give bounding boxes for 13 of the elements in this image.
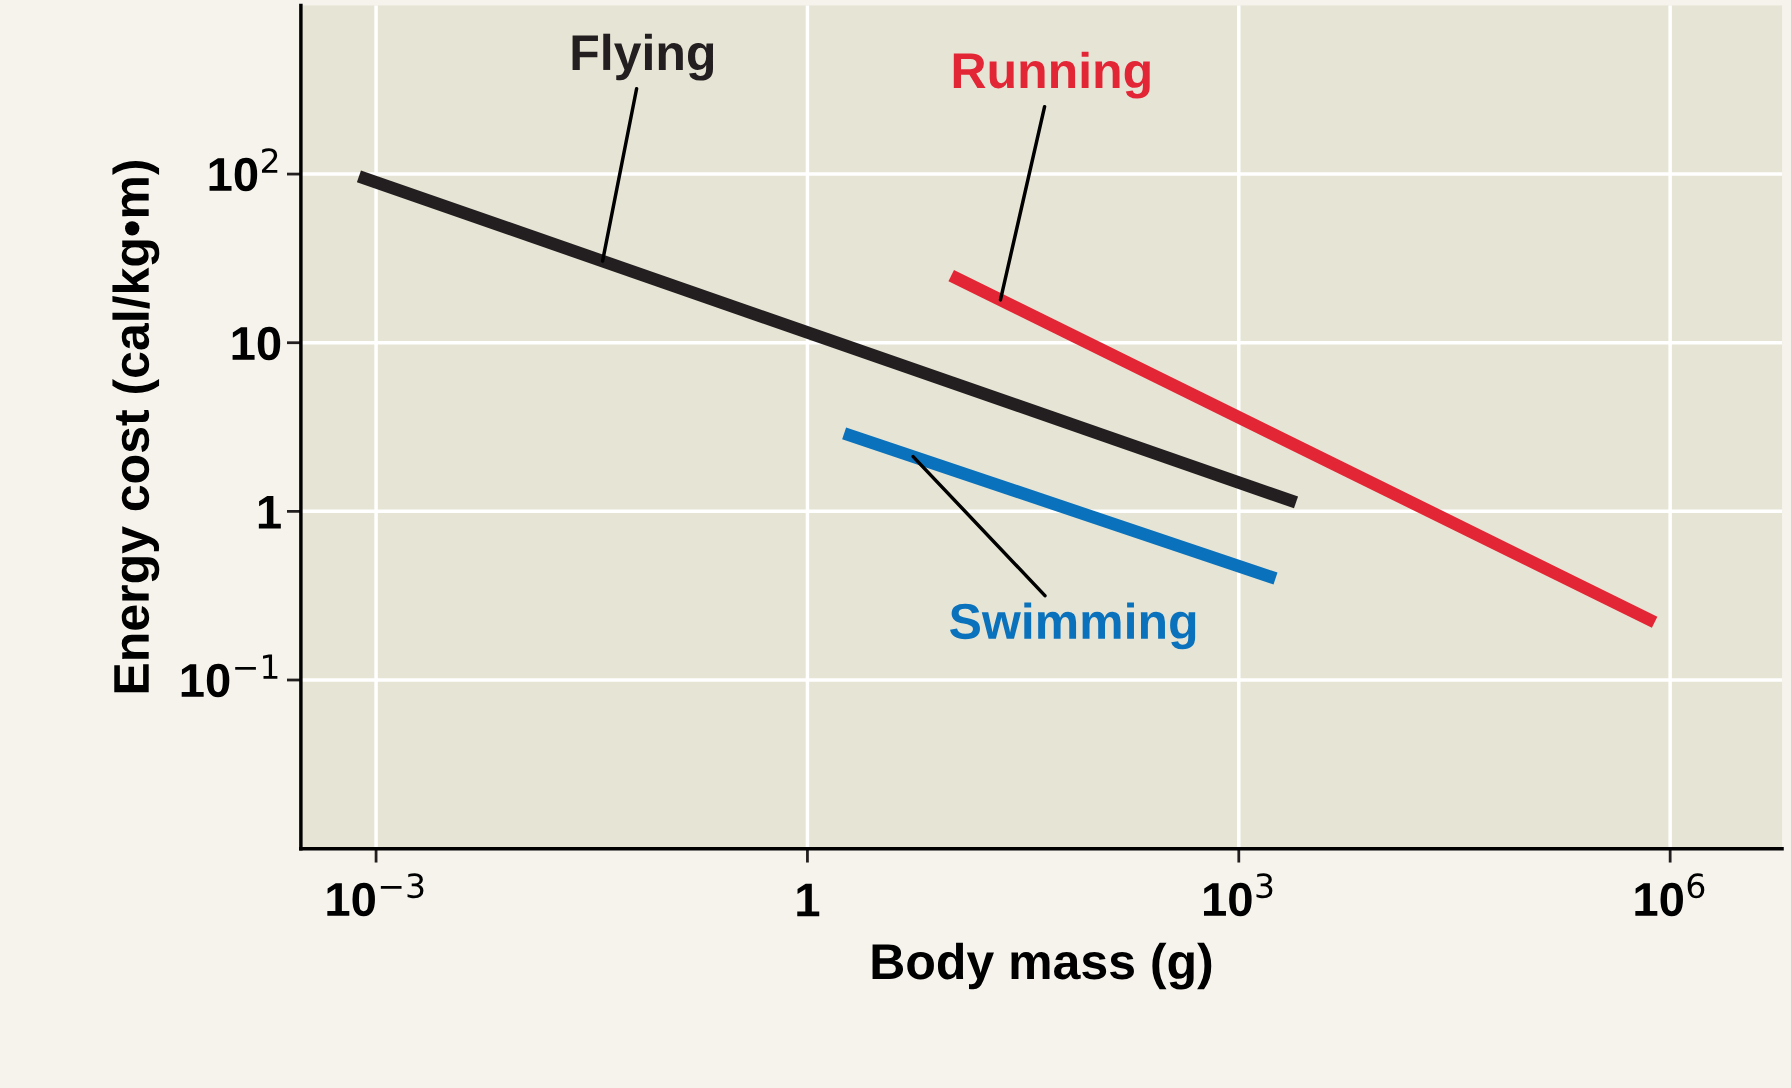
x-tick-label: 10$^{6}$ [1635, 873, 1705, 917]
y-tick-label: 1 [258, 495, 281, 529]
y-tick-label: 10$^{−1}$ [181, 654, 278, 698]
x-tick-label: 1 [797, 883, 820, 917]
x-axis-title: Body mass (g) [872, 942, 1212, 990]
text: Flying [572, 33, 714, 81]
series-label: Swimming [950, 602, 1196, 650]
y-tick-label: 10 [232, 326, 281, 361]
x-tick-label: 10$^{−3}$ [327, 873, 424, 917]
x-tick-label: 10$^{3}$ [1203, 873, 1273, 917]
y-tick-label: 10$^{2}$ [209, 148, 278, 192]
text: Running [953, 51, 1150, 99]
y-axis-title: Energy cost (cal/kg•m) [112, 160, 160, 693]
